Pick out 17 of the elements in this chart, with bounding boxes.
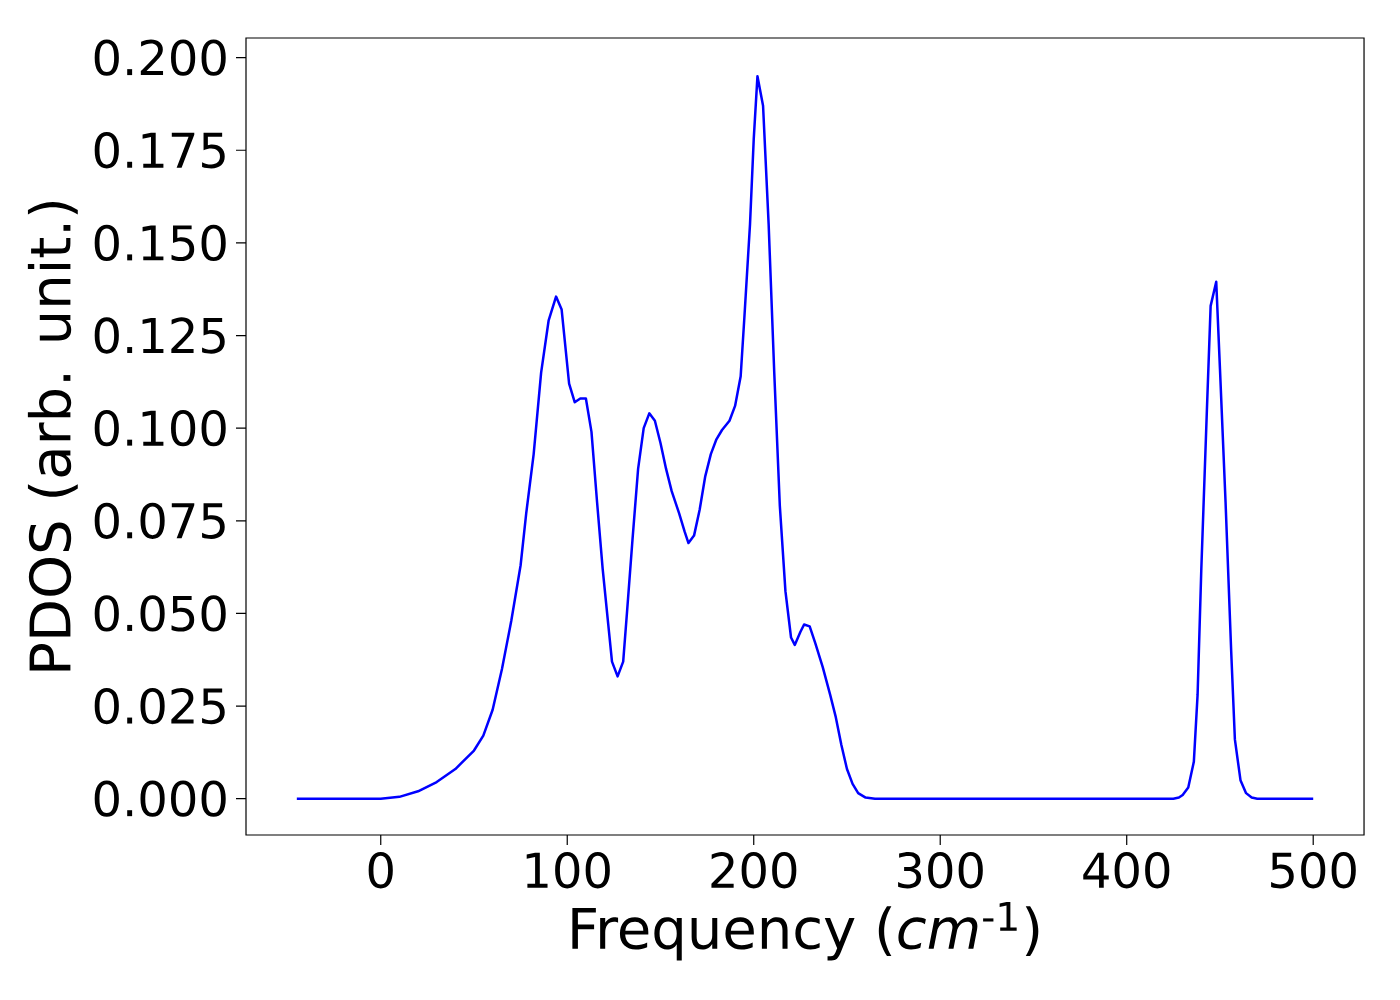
x-tick-label: 300 bbox=[898, 852, 983, 889]
y-tick-label: 0.175 bbox=[94, 132, 225, 169]
y-tick-label: 0.075 bbox=[94, 502, 225, 539]
x-tick-label: 500 bbox=[1271, 852, 1356, 889]
y-axis-title: PDOS (arb. unit.) bbox=[27, 201, 78, 671]
y-tick-label: 0.050 bbox=[94, 595, 226, 632]
y-tick-label: 0.150 bbox=[94, 224, 226, 262]
y-tick-label: 0.000 bbox=[94, 780, 226, 817]
x-axis-title: Frequency (cm$^{-1}$) bbox=[572, 902, 1039, 961]
y-tick-label: 0.025 bbox=[94, 687, 225, 725]
x-tick-label: 400 bbox=[1083, 852, 1170, 889]
y-tick-label: 0.125 bbox=[94, 317, 225, 354]
y-tick-label: 0.200 bbox=[94, 39, 226, 76]
x-tick-label: 100 bbox=[526, 852, 610, 889]
y-tick-label: 0.100 bbox=[94, 410, 226, 447]
x-tick-label: 200 bbox=[711, 852, 797, 889]
x-tick-label: 0 bbox=[368, 852, 393, 889]
